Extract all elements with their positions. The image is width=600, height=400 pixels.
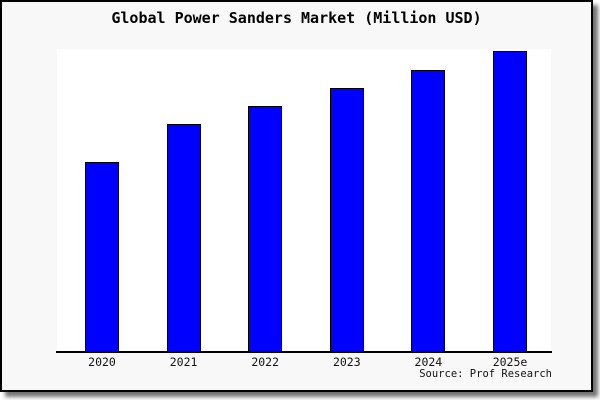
bar-2020 <box>85 162 119 352</box>
x-tick-label-2022: 2022 <box>251 355 280 369</box>
x-axis-line <box>56 351 552 353</box>
chart-panel: Global Power Sanders Market (Million USD… <box>0 0 593 392</box>
bar-2023 <box>329 88 364 352</box>
bar-2025e <box>493 51 527 352</box>
x-tick-label-2020: 2020 <box>88 355 116 369</box>
plot-area <box>57 49 551 352</box>
x-tick-label-2024: 2024 <box>414 355 443 369</box>
bar-2024 <box>411 70 446 352</box>
bar-2022 <box>248 106 283 352</box>
x-tick-label-2023: 2023 <box>332 355 361 369</box>
x-tick-label-2021: 2021 <box>169 355 198 369</box>
chart-title: Global Power Sanders Market (Million USD… <box>111 9 482 27</box>
x-tick-label-2025e: 2025e <box>492 355 528 369</box>
source-text: Source: Prof Research <box>419 368 552 380</box>
bar-2021 <box>166 124 201 352</box>
